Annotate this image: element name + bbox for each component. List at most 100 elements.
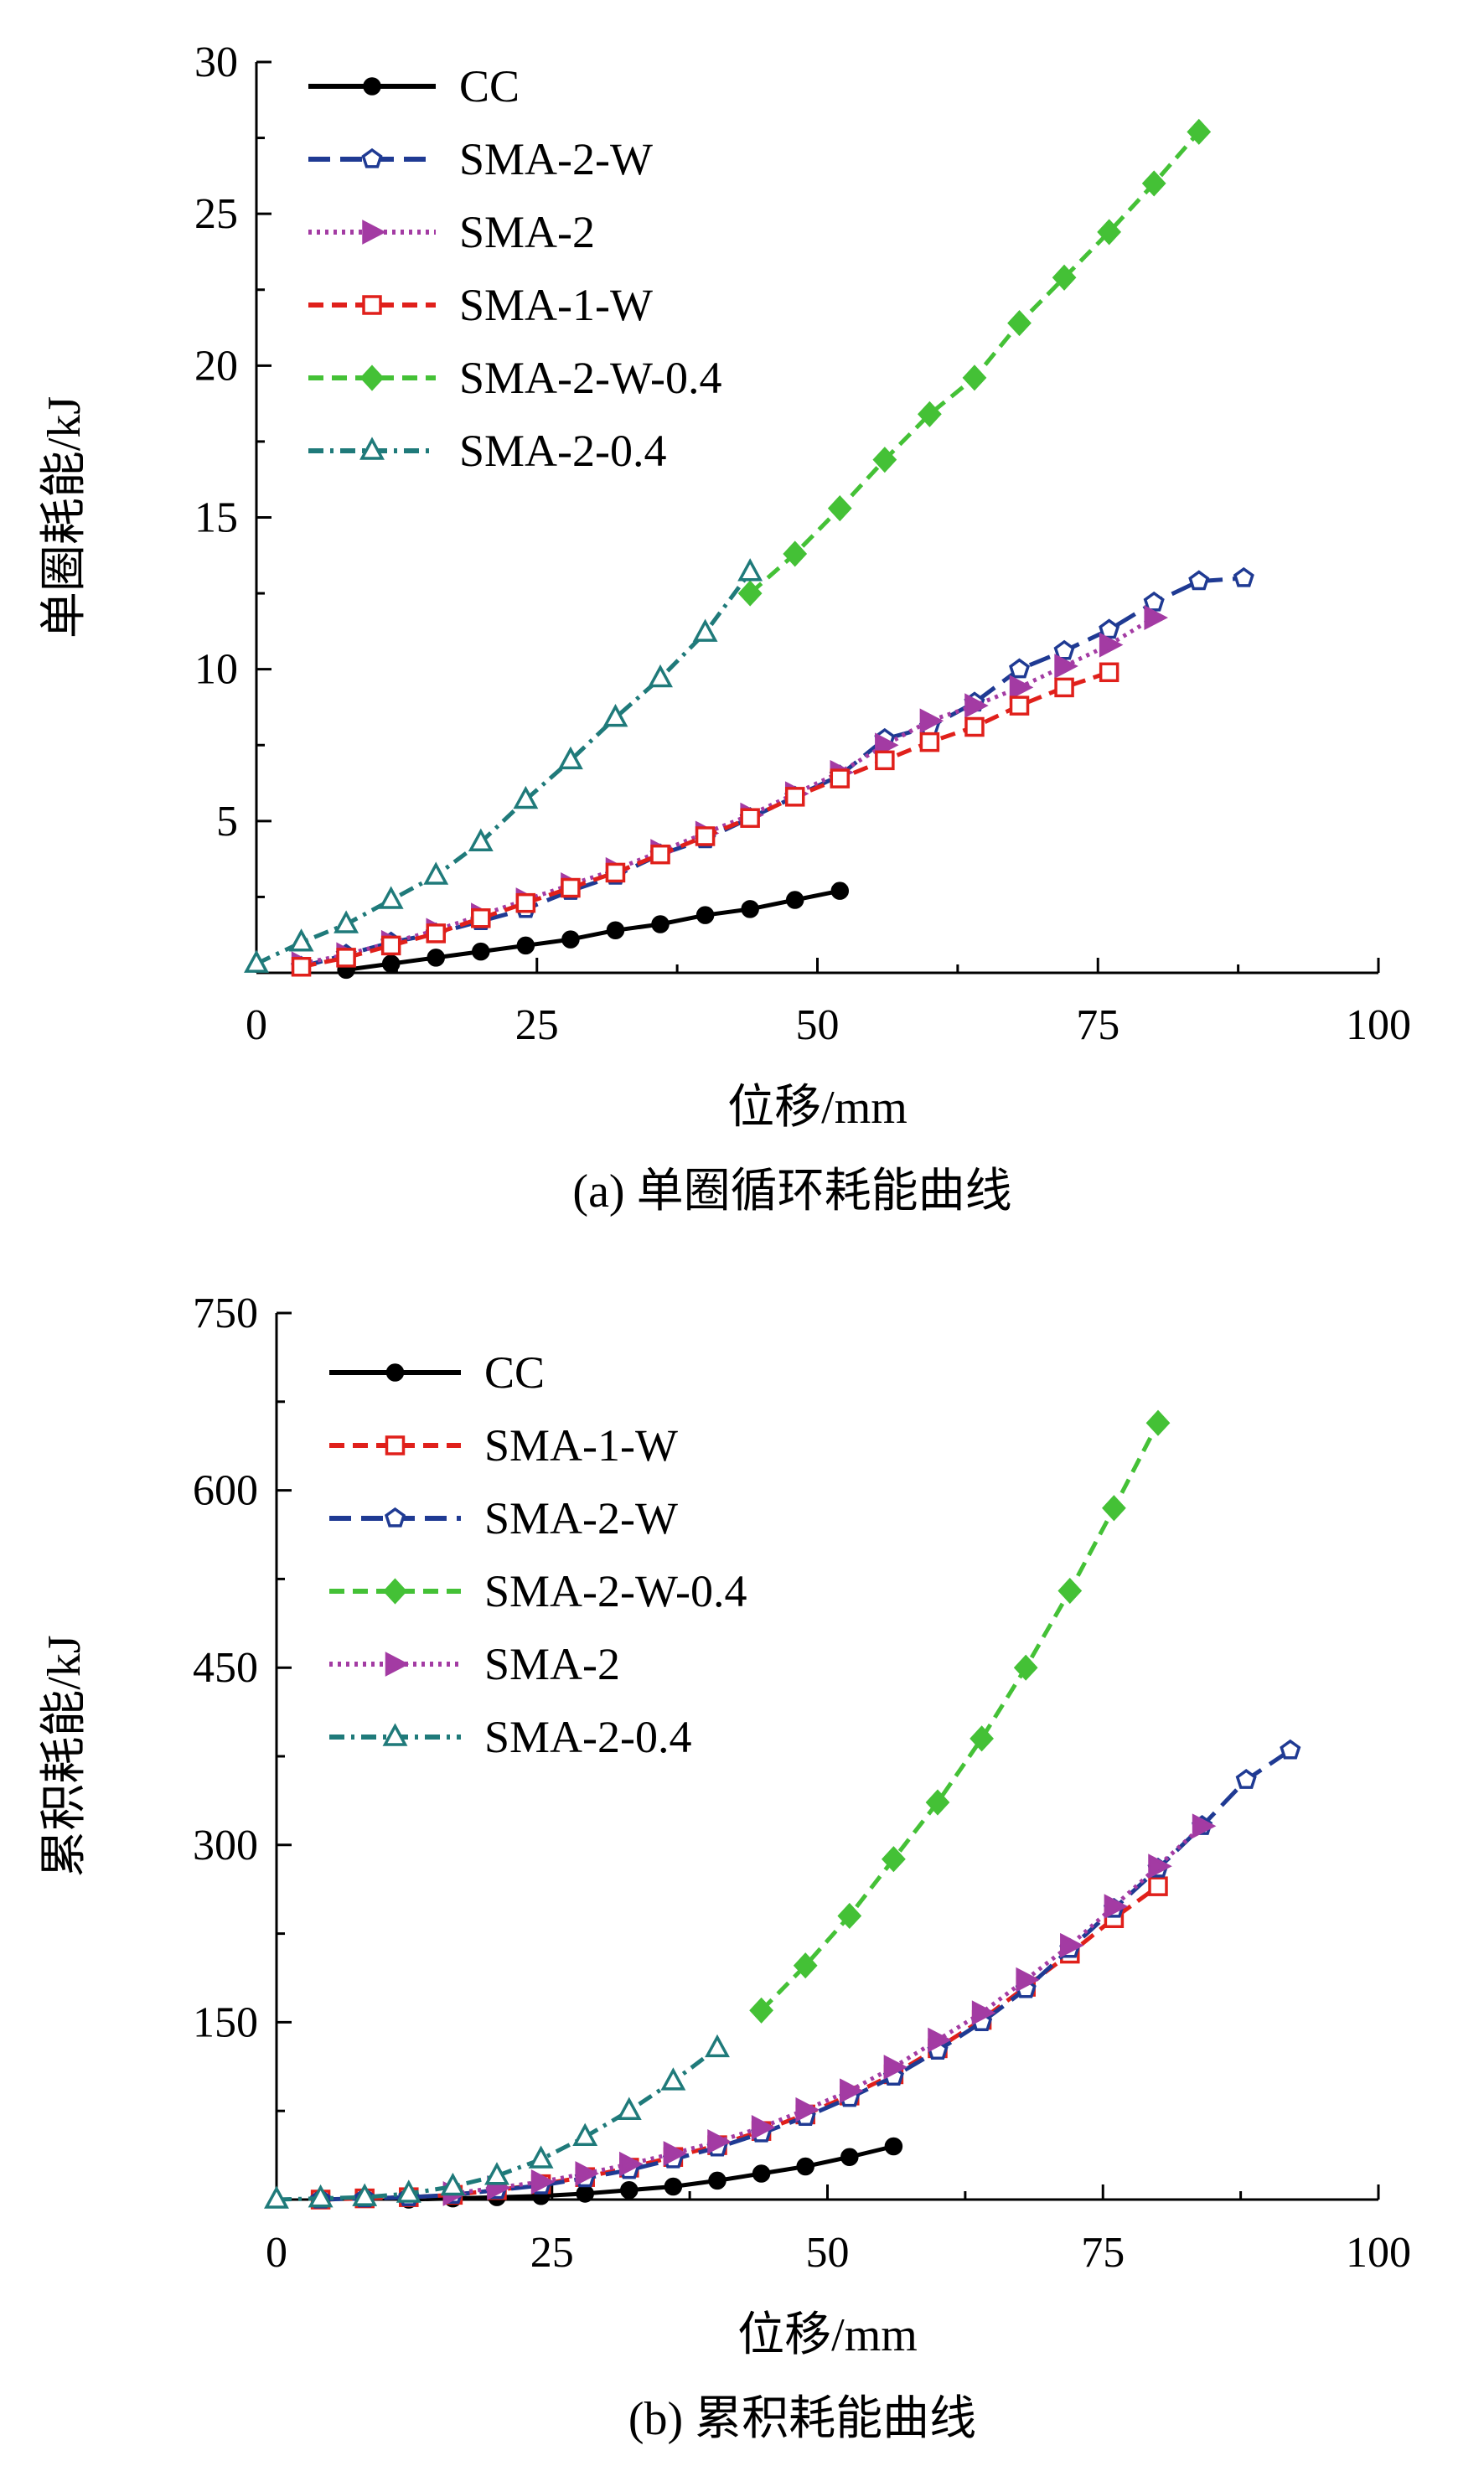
- chart-a-data-point: [962, 364, 987, 391]
- chart-b-caption: (b) 累积耗能曲线: [628, 2393, 976, 2445]
- chart-b-data-point: [352, 2183, 378, 2206]
- chart-a-data-point: [648, 664, 673, 688]
- chart-b-legend-entry: SMA-1-W: [329, 1420, 678, 1471]
- chart-a-caption: (a) 单圈循环耗能曲线: [572, 1166, 1011, 1218]
- chart-b-x-axis-label: 位移/mm: [737, 2309, 918, 2361]
- chart-b-legend-marker: [383, 1578, 407, 1605]
- chart-b-data-point: [572, 2122, 598, 2146]
- chart-a-data-point: [468, 828, 494, 851]
- chart-a-data-point: [380, 935, 401, 956]
- chart-b-data-point: [1192, 1813, 1217, 1839]
- chart-b-data-point: [528, 2145, 554, 2169]
- chart-b-data-point: [840, 2078, 864, 2104]
- chart-a-legend-label: CC: [459, 61, 520, 111]
- chart-a-x-axis-label: 位移/mm: [727, 1082, 907, 1134]
- chart-a-data-point: [427, 949, 445, 967]
- chart-a-y-tick-label: 25: [194, 190, 238, 238]
- chart-a-data-point: [1188, 570, 1210, 591]
- chart-b-legend-label: SMA-2-W-0.4: [484, 1566, 747, 1616]
- chart-a-data-point: [1099, 618, 1120, 639]
- chart-a-data-point: [741, 900, 759, 918]
- chart-b-x-tick-label: 25: [530, 2229, 574, 2277]
- chart-b-data-point: [396, 2179, 421, 2203]
- chart-a-data-point: [426, 923, 446, 944]
- chart-b-data-point: [1102, 1495, 1126, 1522]
- chart-b-legend-entry: SMA-2: [329, 1639, 620, 1689]
- chart-b-x-tick-label: 100: [1346, 2229, 1411, 2277]
- chart-a-y-tick-label: 20: [194, 342, 238, 390]
- chart-a-legend-marker: [359, 364, 385, 391]
- chart-a-y-axis-label: 单圈耗能/kJ: [39, 396, 90, 639]
- chart-a-series-SMA-2-0.4: [244, 558, 763, 973]
- chart-a-series-line: [255, 571, 752, 966]
- chart-a-data-point: [557, 746, 583, 770]
- chart-b-x-tick-label: 50: [806, 2229, 850, 2277]
- chart-a-data-point: [1052, 264, 1077, 291]
- chart-a-data-point: [737, 558, 763, 582]
- chart-a-x-tick-label: 50: [796, 1001, 840, 1049]
- chart-a-data-point: [1054, 654, 1078, 679]
- chart-a-data-point: [561, 877, 581, 898]
- chart-a-data-point: [1009, 658, 1031, 679]
- chart-b-y-tick-label: 600: [193, 1467, 258, 1515]
- chart-b-legend-marker: [385, 1363, 405, 1382]
- chart-a-data-point: [334, 910, 359, 933]
- chart-a-legend-label: SMA-2-W: [459, 134, 653, 184]
- chart-b-series-line: [452, 1824, 1204, 2196]
- chart-b-data-point: [884, 2137, 903, 2156]
- chart-b-x-tick-label: 0: [266, 2229, 287, 2277]
- chart-a-data-point: [561, 930, 580, 949]
- chart-b-data-point: [663, 2141, 688, 2166]
- chart-a-data-point: [1009, 675, 1034, 701]
- chart-a-data-point: [602, 703, 628, 727]
- chart-b-data-point: [575, 2161, 599, 2186]
- chart-a-single-cycle-energy: 0 25 50 75 100 5 10 15 20 25 30 位移/mm 单圈耗能/kJ (a) 单圈循…: [39, 39, 1411, 1218]
- chart-a-data-point: [695, 906, 715, 924]
- chart-b-y-tick-label: 150: [193, 1998, 258, 2046]
- chart-a-x-tick-label: 75: [1076, 1001, 1119, 1049]
- chart-b-data-point: [925, 1789, 950, 1816]
- chart-a-x-tick-label: 0: [246, 1001, 267, 1049]
- chart-a-data-point: [515, 892, 536, 913]
- chart-b-data-point: [796, 2157, 814, 2176]
- chart-b-legend-marker: [382, 1723, 408, 1746]
- chart-b-data-point: [1104, 1894, 1129, 1920]
- chart-a-legend-label: SMA-1-W: [459, 280, 653, 330]
- chart-a-data-point: [1099, 632, 1124, 658]
- chart-a-data-point: [513, 785, 539, 809]
- chart-b-cumulative-energy: 0 25 50 75 100 150 300 450 600 750 位移/mm 累积耗能/kJ (b)…: [39, 1290, 1411, 2445]
- chart-a-data-point: [605, 862, 626, 883]
- chart-a-data-point: [783, 540, 808, 567]
- chart-a-data-point: [516, 936, 535, 955]
- chart-b-y-tick-label: 750: [193, 1290, 258, 1337]
- chart-b-data-point: [793, 1952, 818, 1979]
- chart-a-data-point: [651, 915, 670, 933]
- chart-b-series-SMA-1-W: [310, 1876, 1168, 2210]
- chart-a-series-line: [748, 130, 1201, 595]
- chart-a-legend-entry: SMA-2-W-0.4: [308, 353, 721, 403]
- chart-b-data-point: [1148, 1853, 1172, 1879]
- chart-b-data-point: [1016, 1967, 1040, 1993]
- chart-a-data-point: [918, 401, 942, 427]
- chart-b-series-line: [320, 1885, 1160, 2202]
- chart-a-data-point: [291, 957, 312, 977]
- chart-b-legend-entry: SMA-2-W-0.4: [329, 1566, 747, 1616]
- chart-a-data-point: [1053, 639, 1075, 660]
- chart-a-data-point: [288, 928, 314, 952]
- chart-a-data-point: [423, 861, 449, 885]
- chart-b-legend-label: CC: [484, 1347, 545, 1398]
- chart-a-data-point: [872, 447, 897, 473]
- chart-b-data-point: [971, 2000, 996, 2026]
- chart-b-legend-label: SMA-1-W: [484, 1420, 678, 1471]
- chart-a-y-tick-label: 15: [194, 494, 238, 542]
- chart-a-legend-marker: [363, 77, 381, 96]
- chart-b-data-point: [1060, 1932, 1084, 1958]
- chart-a-legend-marker: [362, 295, 382, 315]
- chart-b-data-point: [264, 2185, 289, 2209]
- chart-b-data-point: [795, 2096, 820, 2122]
- chart-b-data-point: [705, 2034, 730, 2058]
- chart-a-data-point: [919, 708, 944, 734]
- chart-b-data-point: [1235, 1769, 1257, 1789]
- chart-b-series-SMA-2-W-0.4: [749, 1409, 1171, 2024]
- chart-a-data-point: [784, 787, 805, 807]
